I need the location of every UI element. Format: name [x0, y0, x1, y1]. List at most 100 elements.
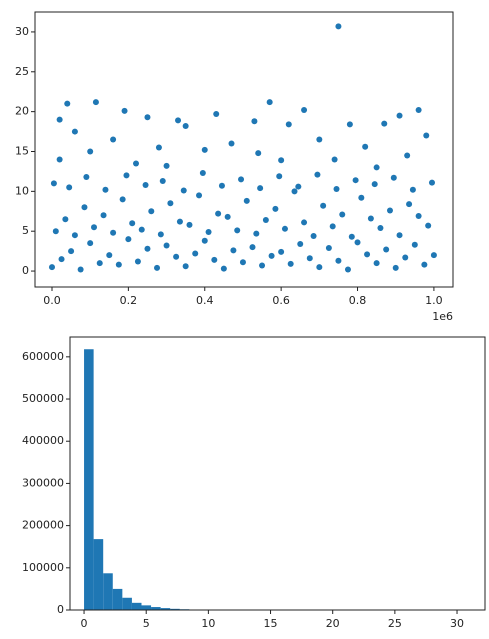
scatter-point [125, 236, 132, 243]
scatter-point [291, 188, 298, 195]
scatter-point [106, 252, 113, 259]
scatter-point [102, 186, 109, 193]
scatter-point [358, 194, 365, 201]
histogram-bar [103, 573, 113, 610]
scatter-point [52, 228, 59, 235]
scatter-point [201, 146, 208, 153]
scatter-point [71, 232, 78, 239]
histogram-bar [151, 607, 161, 610]
scatter-point [155, 144, 162, 151]
scatter-point [348, 233, 355, 240]
y-tick-label: 100000 [22, 561, 64, 574]
histogram-bar [170, 608, 180, 610]
scatter-point [213, 111, 220, 118]
scatter-point [215, 210, 222, 217]
scatter-point [310, 232, 317, 239]
plot-frame [69, 336, 486, 611]
scatter-point [409, 186, 416, 193]
y-tick-label: 200000 [22, 519, 64, 532]
scatter-point [430, 252, 437, 259]
scatter-point [415, 107, 422, 114]
scatter-point [163, 162, 170, 169]
scatter-point [182, 122, 189, 129]
scatter-point [144, 114, 151, 121]
scatter-point [335, 257, 342, 264]
scatter-point [56, 156, 63, 163]
scatter-point [249, 244, 256, 251]
scatter-point [314, 171, 321, 178]
y-tick-label: 300000 [22, 476, 64, 489]
scatter-point [255, 150, 262, 157]
scatter-point [268, 252, 275, 259]
scatter-point [119, 196, 126, 203]
scatter-point [77, 266, 84, 273]
scatter-point [175, 117, 182, 124]
scatter-point [411, 241, 418, 248]
scatter-point [346, 121, 353, 128]
scatter-point [192, 250, 199, 257]
scatter-point [71, 128, 78, 135]
y-tick-label: 500000 [22, 392, 64, 405]
scatter-point [297, 240, 304, 247]
scatter-point [228, 140, 235, 147]
y-tick-label: 30 [15, 25, 29, 38]
scatter-point [220, 265, 227, 272]
scatter-point [306, 255, 313, 262]
scatter-point [428, 179, 435, 186]
scatter-point [406, 201, 413, 208]
x-tick-label: 0 [81, 617, 88, 630]
histogram-bar [112, 588, 123, 610]
scatter-point [325, 244, 332, 251]
scatter-point [281, 225, 288, 232]
y-tick-label: 20 [15, 105, 29, 118]
x-tick-label: 10 [201, 617, 215, 630]
plot-frame [34, 11, 454, 288]
scatter-point [423, 132, 430, 139]
scatter-point [83, 174, 90, 180]
scatter-point [278, 248, 285, 255]
scatter-point [251, 118, 258, 125]
scatter-point [316, 264, 323, 271]
y-tick-label: 0 [57, 603, 64, 616]
x-offset-label: 1e6 [432, 310, 453, 323]
scatter-point [110, 136, 117, 143]
scatter-point [129, 220, 136, 227]
scatter-point [362, 143, 369, 150]
scatter-point [62, 216, 69, 223]
scatter-point [425, 222, 432, 229]
scatter-point [91, 224, 98, 231]
scatter-point [134, 258, 141, 265]
y-tick-label: 25 [15, 65, 29, 78]
scatter-point [364, 251, 371, 258]
x-tick-label: 15 [264, 617, 278, 630]
scatter-point [163, 242, 170, 249]
scatter-point [199, 170, 206, 177]
scatter-point [100, 212, 107, 219]
scatter-point [367, 215, 374, 222]
scatter-point [301, 107, 308, 114]
scatter-point [352, 177, 359, 184]
scatter-point [234, 227, 241, 234]
scatter-point [115, 261, 122, 268]
x-tick-label: 5 [143, 617, 150, 630]
x-tick-label: 0.4 [196, 294, 214, 307]
scatter-point [331, 156, 338, 163]
scatter-point [320, 202, 327, 209]
scatter-point [211, 256, 218, 263]
scatter-point [133, 160, 140, 167]
scatter-point [396, 112, 403, 119]
scatter-point [386, 207, 393, 214]
scatter-point [404, 152, 411, 159]
scatter-point [272, 205, 279, 212]
scatter-point [157, 231, 164, 238]
scatter-point [421, 261, 428, 268]
scatter-point [159, 177, 166, 184]
scatter-point [167, 200, 174, 207]
scatter-point [373, 260, 380, 267]
histogram-bar [122, 597, 132, 610]
scatter-point [64, 100, 71, 107]
scatter-point [201, 237, 208, 244]
scatter-point [354, 239, 361, 246]
scatter-point [66, 184, 73, 191]
